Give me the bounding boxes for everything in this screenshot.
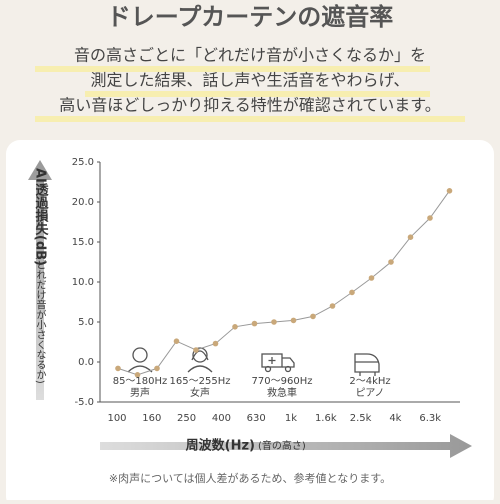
y-tick-label: 0.0 [78,357,94,368]
annotation-range: 165〜255Hz [170,376,231,387]
point [388,259,394,265]
point [154,365,160,372]
x-tick-label: 630 [247,413,266,424]
line [117,190,450,376]
y-tick-label: 5.0 [78,317,94,328]
point [446,188,453,194]
x-arrow [100,434,472,458]
x-tick-label: 1.6k [315,413,337,424]
annotation-range: 770〜960Hz [252,376,313,387]
subtitle: 高い音ほどしっかり抑える特性が確認されています。 [59,96,440,115]
x-tick-label: 6.3k [419,413,441,424]
annotation-source: 女声 [190,386,210,399]
point [310,313,316,320]
point [232,324,238,330]
point [349,289,355,296]
point [368,275,375,281]
x-tick-label: 250 [177,413,196,424]
annotation-range: 85〜180Hz [113,376,168,387]
highlight [85,91,430,97]
annotation-source: 救急車 [267,386,297,399]
y-axis-note: (どれだけ音が小さくなるか) [34,256,46,384]
point [290,317,297,324]
point [173,338,180,345]
point [134,372,141,378]
x-tick-label: 4k [389,413,401,424]
footnote: ※肉声については個人差があるため、参考値となります。 [109,471,391,485]
icon-piano [354,353,380,376]
chart-title: ドレープカーテンの遮音率 [107,3,394,31]
subtitle: 測定した結果、話し声や生活音をやわらげ、 [91,71,410,90]
x-axis-label: 周波数(Hz) [186,438,255,454]
panel [6,140,494,504]
annotation-source: 男声 [130,386,150,399]
point [251,320,258,327]
y-tick-label: 25.0 [72,157,94,168]
point [193,347,199,353]
x-tick-label: 1k [285,413,297,424]
highlight [35,116,465,122]
x-tick-label: 400 [212,413,231,424]
point [427,215,433,221]
point [407,234,414,240]
x-tick-label: 100 [107,413,126,424]
point [212,340,219,347]
highlight [35,66,430,72]
y-arrow [28,160,52,400]
y-tick-label: 15.0 [72,237,94,248]
annotation-range: 2〜4kHz [349,376,390,387]
y-tick-label: 10.0 [72,277,94,288]
x-tick-label: 2.5k [350,413,372,424]
y-tick-label: 20.0 [72,197,94,208]
x-axis-note: (音の高さ) [258,439,306,452]
point [115,365,121,372]
y-tick-label: -5.0 [74,397,94,408]
point [271,319,277,325]
icon-woman [187,347,213,373]
x-tick-label: 160 [142,413,161,424]
subtitle: 音の高さごとに「どれだけ音が小さくなるか」を [74,46,426,65]
icon-ambulance [261,353,295,373]
point [329,303,336,309]
y-axis-label: AI透過損失(dB) [33,168,50,266]
annotation-source: ピアノ [355,387,384,399]
